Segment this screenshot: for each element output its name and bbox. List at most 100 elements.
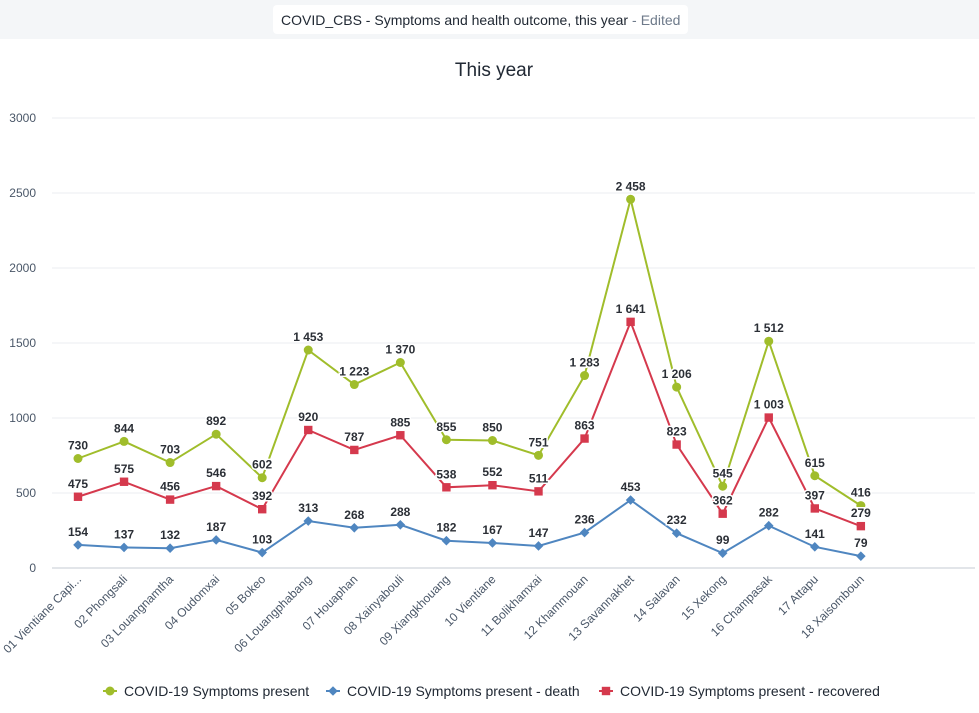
legend-marker bbox=[105, 686, 115, 696]
y-tick-label: 1500 bbox=[9, 336, 36, 350]
data-label-symptoms: 545 bbox=[713, 466, 733, 480]
data-point-symptoms bbox=[718, 481, 728, 491]
data-point-death bbox=[810, 542, 820, 552]
data-point-recovered bbox=[304, 425, 313, 435]
data-point-recovered bbox=[580, 434, 589, 443]
data-label-symptoms: 615 bbox=[805, 456, 825, 470]
legend-item-death: COVID-19 Symptoms present - death bbox=[326, 683, 580, 699]
data-point-death bbox=[487, 538, 498, 548]
legend-item-symptoms: COVID-19 Symptoms present bbox=[103, 683, 309, 699]
series-line-death bbox=[77, 498, 862, 558]
data-point-symptoms bbox=[119, 436, 129, 446]
data-point-recovered bbox=[442, 483, 451, 492]
data-point-recovered bbox=[258, 505, 267, 514]
data-point-death bbox=[671, 528, 682, 538]
data-point-recovered bbox=[211, 481, 221, 491]
data-label-death: 288 bbox=[390, 505, 410, 519]
data-point-recovered bbox=[626, 317, 635, 327]
data-point-death bbox=[211, 535, 221, 545]
data-point-recovered bbox=[396, 431, 405, 440]
data-label-symptoms: 703 bbox=[160, 443, 180, 457]
x-tick-label: 01 Vientiane Capi... bbox=[0, 572, 84, 656]
data-point-symptoms bbox=[441, 435, 451, 445]
data-label-death: 99 bbox=[716, 533, 730, 547]
data-label-symptoms: 1 370 bbox=[385, 343, 415, 357]
legend-marker bbox=[601, 686, 611, 696]
data-point-death bbox=[763, 520, 774, 531]
data-point-symptoms bbox=[165, 458, 175, 468]
data-point-death bbox=[303, 516, 314, 526]
data-label-symptoms: 850 bbox=[482, 421, 502, 435]
data-point-symptoms bbox=[257, 473, 267, 483]
data-label-recovered: 392 bbox=[252, 489, 272, 503]
line-chart: 0 500 1000 1500 2000 2500 3000 01 Vientiane Ca… bbox=[0, 60, 975, 699]
data-labels: 730 844 703 892 602 1 453 1 223 1 370 855 850 751 1… bbox=[66, 178, 872, 552]
data-label-death: 236 bbox=[575, 513, 595, 527]
series-line-recovered bbox=[77, 319, 862, 528]
data-label-recovered: 575 bbox=[114, 462, 134, 476]
data-point-symptoms bbox=[349, 380, 359, 390]
data-label-symptoms: 730 bbox=[68, 439, 88, 453]
y-axis: 0 500 1000 1500 2000 2500 3000 bbox=[9, 111, 36, 575]
data-point-death bbox=[441, 535, 452, 546]
data-label-death: 154 bbox=[68, 525, 88, 539]
data-point-symptoms bbox=[672, 382, 682, 392]
legend-label: COVID-19 Symptoms present - death bbox=[347, 683, 580, 699]
x-tick-label: 14 Salavan bbox=[630, 572, 682, 624]
y-tick-label: 2500 bbox=[9, 186, 36, 200]
data-label-death: 103 bbox=[252, 533, 272, 547]
data-point-symptoms bbox=[303, 345, 313, 355]
data-label-recovered: 397 bbox=[805, 488, 825, 502]
data-label-recovered: 546 bbox=[206, 466, 226, 480]
data-label-recovered: 279 bbox=[851, 506, 871, 520]
data-point-death bbox=[257, 547, 267, 558]
data-label-death: 182 bbox=[436, 521, 456, 535]
data-point-symptoms bbox=[487, 436, 497, 445]
data-label-symptoms: 2 458 bbox=[616, 179, 646, 193]
data-point-death bbox=[533, 541, 544, 551]
visualization-title[interactable]: COVID_CBS - Symptoms and health outcome,… bbox=[273, 5, 689, 34]
data-label-symptoms: 1 223 bbox=[339, 365, 369, 379]
data-point-symptoms bbox=[580, 371, 590, 381]
data-label-death: 132 bbox=[160, 528, 180, 542]
data-label-symptoms: 1 512 bbox=[754, 321, 784, 335]
data-label-symptoms: 1 206 bbox=[662, 367, 692, 381]
legend: COVID-19 Symptoms present COVID-19 Sympto… bbox=[103, 683, 880, 699]
data-label-symptoms: 844 bbox=[114, 421, 134, 435]
data-label-symptoms: 416 bbox=[851, 486, 871, 500]
data-label-death: 141 bbox=[805, 527, 825, 541]
data-point-recovered bbox=[73, 492, 83, 501]
x-tick-label: 06 Louangphabang bbox=[231, 572, 314, 655]
data-label-death: 187 bbox=[206, 520, 226, 534]
data-label-recovered: 511 bbox=[529, 471, 549, 485]
data-label-death: 232 bbox=[667, 513, 687, 527]
data-point-death bbox=[717, 548, 728, 558]
data-point-symptoms bbox=[73, 454, 83, 463]
data-label-symptoms: 892 bbox=[206, 414, 226, 428]
data-label-recovered: 1 641 bbox=[616, 302, 646, 316]
data-label-recovered: 475 bbox=[68, 477, 88, 491]
data-point-recovered bbox=[165, 495, 175, 504]
data-point-death bbox=[579, 527, 590, 538]
data-label-recovered: 456 bbox=[160, 480, 180, 494]
data-label-death: 137 bbox=[114, 527, 134, 541]
data-point-death bbox=[395, 520, 406, 530]
data-point-death bbox=[856, 551, 866, 561]
data-point-symptoms bbox=[211, 429, 221, 439]
x-tick-label: 05 Bokeo bbox=[223, 572, 269, 618]
legend-item-recovered: COVID-19 Symptoms present - recovered bbox=[599, 683, 880, 699]
chart-title: This year bbox=[455, 60, 534, 81]
data-point-recovered bbox=[534, 487, 543, 496]
y-tick-label: 1000 bbox=[9, 411, 36, 425]
data-point-recovered bbox=[488, 481, 497, 490]
data-label-recovered: 823 bbox=[667, 425, 687, 439]
data-label-recovered: 1 003 bbox=[754, 398, 784, 412]
data-label-death: 313 bbox=[298, 501, 318, 515]
edited-status: Edited bbox=[640, 11, 681, 28]
data-label-recovered: 863 bbox=[575, 419, 595, 433]
y-tick-label: 2000 bbox=[9, 261, 36, 275]
data-label-recovered: 538 bbox=[436, 467, 456, 481]
y-tick-label: 500 bbox=[16, 486, 36, 500]
data-point-death bbox=[73, 540, 83, 550]
